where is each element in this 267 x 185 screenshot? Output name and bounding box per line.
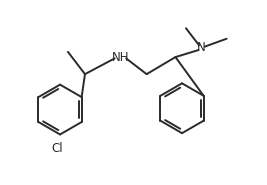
Text: Cl: Cl bbox=[52, 142, 63, 155]
Text: N: N bbox=[197, 41, 206, 54]
Text: NH: NH bbox=[112, 51, 129, 64]
